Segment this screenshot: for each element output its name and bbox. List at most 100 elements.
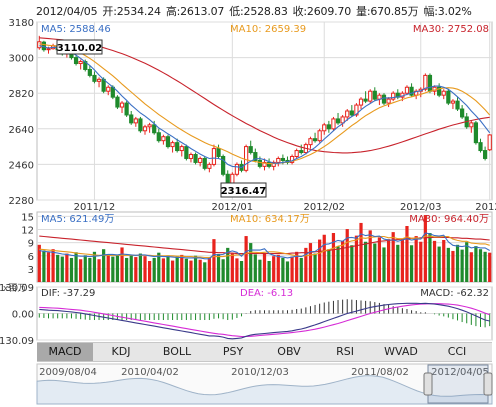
candle-body (482, 150, 488, 159)
candle-body (326, 124, 331, 130)
candle-body (317, 130, 322, 142)
candle-body (156, 132, 161, 142)
quote-high: 高:2613.07 (165, 5, 225, 18)
tab-boll[interactable]: BOLL (162, 345, 192, 358)
candle-body (78, 61, 83, 65)
volume-bar (111, 256, 115, 282)
navigator-label: 2010/04/02 (121, 367, 179, 378)
candle-body (455, 100, 460, 110)
volume-bar (262, 253, 267, 282)
volume-bar (207, 257, 211, 282)
dif-label: DIF: -37.29 (41, 288, 95, 299)
candle-body (202, 157, 207, 169)
volume-bar (42, 250, 46, 282)
volume-bar (391, 232, 395, 282)
candle-body (244, 146, 249, 171)
candle-body (363, 98, 368, 102)
candle-body (446, 90, 451, 104)
candle-body (266, 161, 272, 167)
vol-ma5-line (39, 232, 490, 260)
volume-bar (423, 215, 427, 282)
candle-body (161, 136, 166, 142)
volume-bar (170, 260, 175, 282)
candle-body (216, 148, 221, 157)
tab-wvad[interactable]: WVAD (384, 345, 418, 358)
high-marker-box (56, 39, 103, 55)
low-marker-box (220, 182, 267, 198)
candle-body (211, 148, 217, 165)
volume-bar (106, 254, 110, 282)
candle-body (46, 48, 51, 51)
volume-y-tick: 12 (21, 226, 34, 237)
volume-bar (281, 257, 285, 282)
volume-bar (69, 257, 74, 282)
volume-bar (331, 233, 336, 282)
volume-bar (253, 254, 257, 282)
volume-bar (386, 239, 391, 282)
candle-body (147, 124, 152, 128)
candle-body (312, 138, 318, 142)
candle-body (179, 146, 184, 152)
volume-bar (451, 250, 455, 282)
vol-ma5-label: MA5: 621.49万 (41, 214, 114, 225)
candle-body (322, 124, 327, 132)
volume-bar (327, 249, 331, 282)
volume-bar (419, 241, 423, 282)
ma5-label: MA5: 2588.46 (41, 24, 111, 35)
candle-body (354, 104, 359, 116)
tab-rsi[interactable]: RSI (336, 345, 354, 358)
volume-bar (125, 257, 129, 282)
candle-body (253, 152, 258, 161)
volume-bar (83, 255, 87, 282)
volume-bar (350, 245, 354, 282)
navigator-selection[interactable] (427, 364, 489, 404)
volume-bar (244, 236, 248, 282)
volume-bar (216, 254, 221, 282)
candle-body (340, 116, 345, 124)
tab-kdj[interactable]: KDJ (111, 345, 131, 358)
navigator-handle[interactable] (423, 372, 433, 396)
volume-bar (258, 259, 262, 282)
navigator-label: 2010/12/03 (231, 367, 289, 378)
candle-body (404, 86, 410, 94)
volume-bar (290, 256, 294, 282)
candle-body (115, 96, 120, 108)
volume-bar (488, 252, 492, 282)
candle-body (368, 90, 373, 102)
volume-bar (212, 239, 216, 282)
vol-ma10-label: MA10: 634.17万 (230, 214, 310, 225)
volume-bar (166, 255, 170, 282)
tab-macd[interactable]: MACD (37, 343, 93, 361)
volume-bar (469, 252, 473, 282)
candle-body (308, 138, 313, 146)
tab-obv[interactable]: OBV (277, 345, 301, 358)
candle-body (101, 78, 106, 92)
quote-change: 幅:3.02% (423, 5, 472, 18)
volume-bar (161, 258, 165, 282)
navigator-handle[interactable] (483, 372, 493, 396)
tab-cci[interactable]: CCI (447, 345, 467, 358)
volume-bar (56, 254, 60, 282)
candle-body (358, 98, 364, 106)
volume-bar (446, 247, 450, 282)
candle-body (96, 78, 102, 82)
candle-body (386, 98, 391, 104)
navigator-panel: 2009/08/04 2010/04/02 2010/12/03 2011/08/02… (36, 363, 493, 405)
price-x-tick: 2012/ (475, 202, 496, 213)
volume-y-tick: 3 (28, 265, 34, 276)
price-panel: 3180 3000 2820 2640 2460 2280 2011/12 2012/01 20… (9, 18, 496, 213)
volume-bar (198, 259, 202, 282)
candle-body (152, 124, 157, 134)
volume-bar (409, 245, 414, 282)
quote-header: 2012/04/05 开:2534.24 高:2613.07 低:2528.83 收:2… (36, 3, 477, 19)
volume-bar (65, 253, 69, 282)
ma10-label: MA10: 2659.39 (230, 24, 306, 35)
tab-psy[interactable]: PSY (222, 345, 244, 358)
candle-body (207, 163, 212, 169)
volume-bar (249, 243, 253, 282)
volume-bar (373, 243, 377, 282)
candle-body (331, 118, 336, 130)
volume-bar (134, 257, 138, 282)
volume-bar (299, 257, 303, 282)
